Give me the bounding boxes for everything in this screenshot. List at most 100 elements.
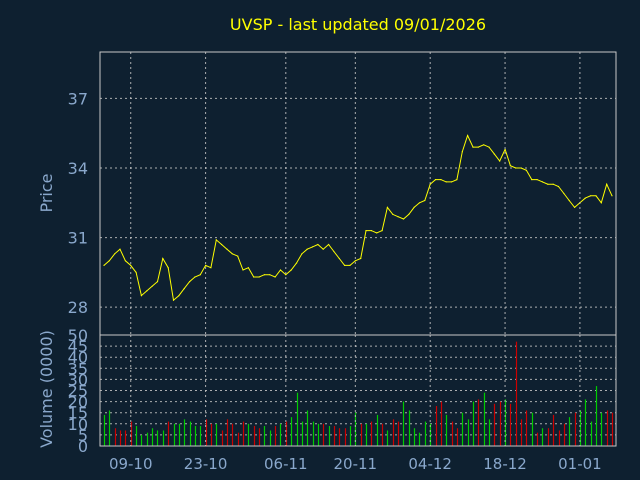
price-point [338,257,340,260]
x-tick-label: 06-11 [264,455,308,473]
price-point [392,213,394,215]
price-point [108,260,110,262]
price-axis-label: Price [37,173,56,212]
price-point [328,243,330,246]
price-point [237,255,239,257]
price-point [306,248,308,250]
price-point [322,248,324,250]
price-point [178,295,180,297]
price-point [103,264,105,266]
price-point [472,146,474,148]
price-point [172,299,175,301]
price-point [247,267,249,269]
price-point [531,179,533,181]
price-point [119,248,121,250]
price-point [124,260,126,262]
price-point [456,179,458,181]
price-panel: 37 34 31 28 [68,51,617,336]
x-tick-label: 01-01 [558,455,602,473]
price-point [525,169,528,171]
price-point [333,250,335,253]
x-tick-label: 18-12 [483,455,527,473]
price-point [574,206,576,208]
price-point [317,243,319,246]
volume-tick-label: 45 [68,337,88,356]
volume-tick-label: 25 [68,382,88,401]
price-point [311,246,314,248]
price-point [402,218,405,220]
price-point [590,195,592,197]
chart-title: UVSP - last updated 09/01/2026 [230,15,486,34]
price-point [440,179,442,181]
volume-tick-label: 35 [68,359,88,378]
price-point [295,262,298,264]
volume-tick-label: 20 [68,393,88,412]
price-point [242,269,244,271]
price-point [344,264,346,266]
price-point [258,276,260,278]
price-point [226,248,228,250]
volume-tick-label: 5 [78,426,88,445]
price-point [520,167,522,169]
price-point [515,167,517,169]
price-point [130,264,132,266]
price-point [301,253,303,255]
price-line [103,134,613,302]
price-point [231,253,233,255]
price-point [290,269,292,271]
price-point [557,185,560,188]
price-point [199,274,201,276]
price-point [376,232,378,234]
price-point [434,179,437,181]
volume-frame [99,334,617,447]
price-point [370,230,372,232]
price-point [477,146,479,148]
volume-tick-label: 50 [68,326,88,345]
price-frame [99,51,617,336]
price-point [552,183,554,185]
price-point [451,181,453,183]
price-point [445,181,447,183]
price-point [584,197,586,199]
price-point [509,165,511,167]
price-point [263,274,265,276]
price-point [568,199,570,202]
price-point [488,146,490,148]
price-point [274,276,276,278]
price-point [418,202,421,204]
price-point [215,239,217,241]
price-point [606,183,608,185]
price-point [210,267,212,269]
price-point [386,206,388,208]
price-point [285,274,287,276]
price-point [424,199,426,202]
price-tick-label: 37 [68,89,88,108]
x-tick-label: 20-11 [334,455,378,473]
price-point [146,290,148,292]
price-point [467,134,469,137]
price-point [365,230,367,232]
price-point [483,144,485,146]
price-point [547,183,549,185]
price-point [595,195,597,197]
price-point [600,202,602,204]
price-point [536,179,538,181]
price-point [279,269,282,271]
volume-tick-label: 10 [68,415,88,434]
price-point [504,148,506,150]
price-point [183,288,185,290]
price-point [151,285,153,287]
price-point [499,160,501,162]
price-tick-label: 31 [68,229,88,248]
price-point [221,243,223,246]
price-point [269,274,271,276]
price-point [397,216,399,218]
x-tick-label: 23-10 [184,455,228,473]
price-point [541,181,544,183]
price-point [189,281,191,283]
volume-tick-label: 15 [68,404,88,423]
price-point [413,206,415,208]
price-point [140,295,142,297]
